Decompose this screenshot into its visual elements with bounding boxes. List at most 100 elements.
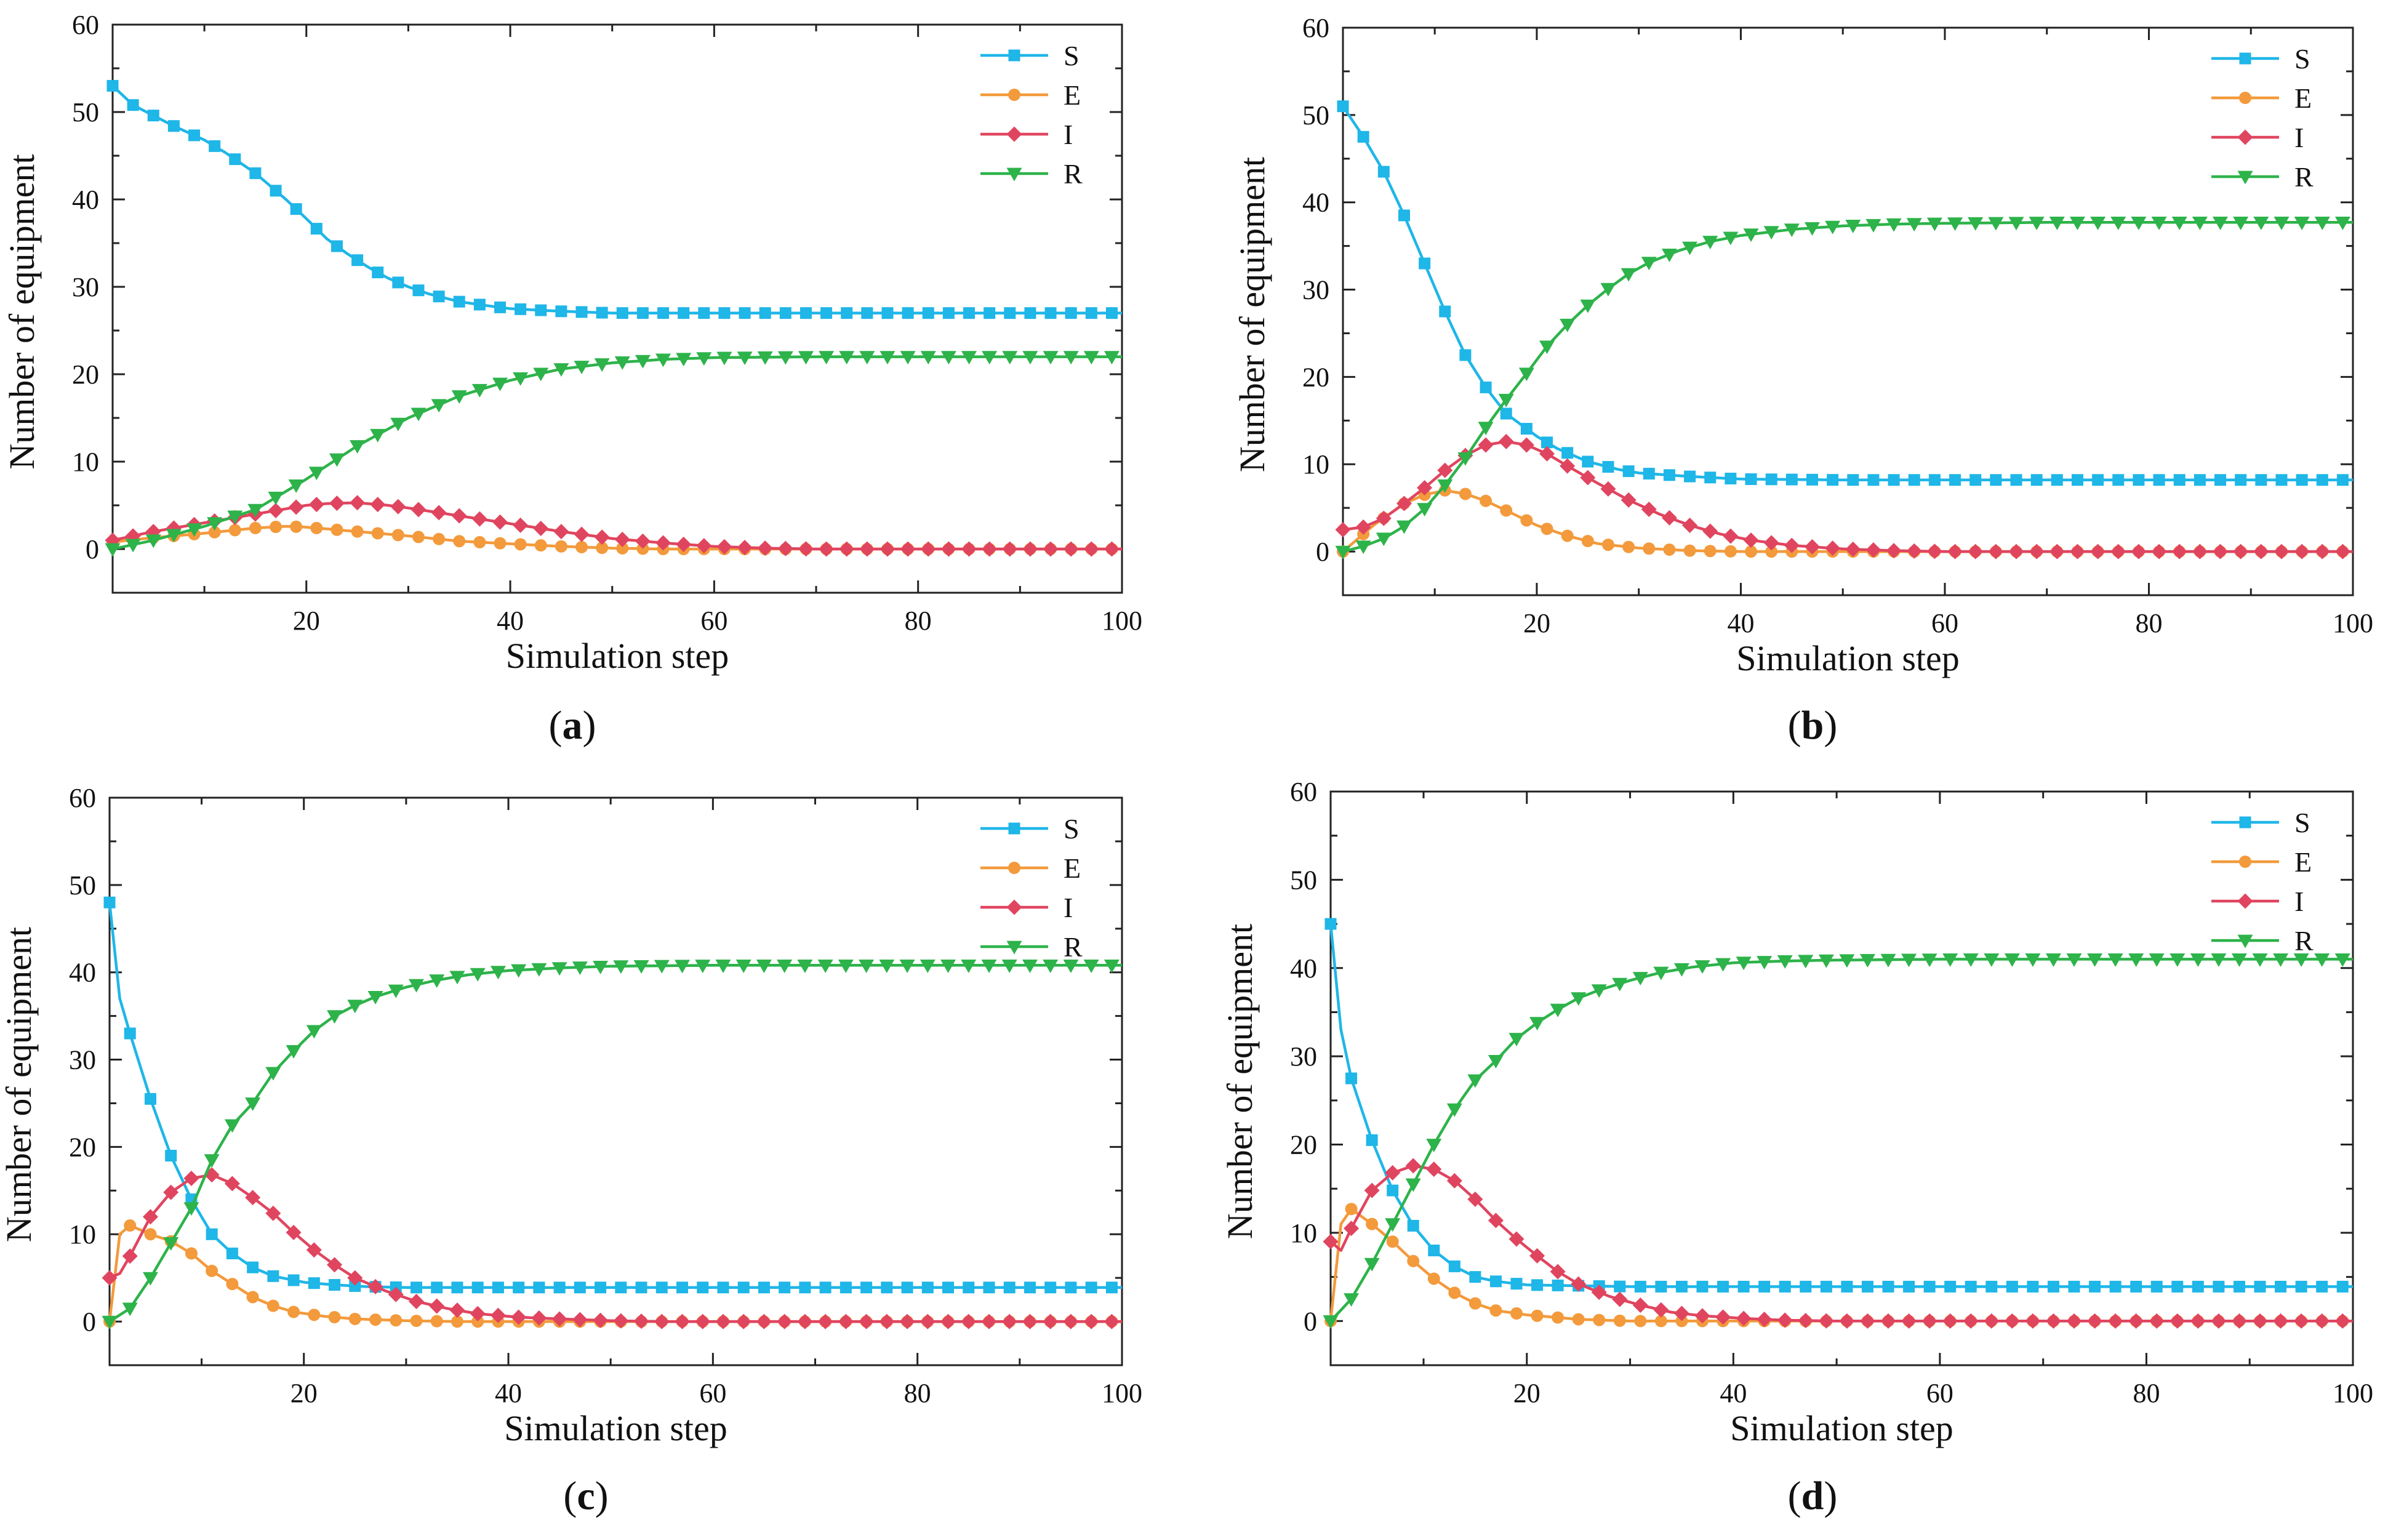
series-R-point bbox=[1335, 545, 1351, 559]
series-R-point bbox=[186, 523, 202, 537]
series-E-point bbox=[1643, 542, 1656, 555]
series-R-line bbox=[108, 964, 1122, 1323]
series-I-point bbox=[1417, 480, 1433, 496]
series-E-point bbox=[1634, 1315, 1647, 1328]
series-R-point bbox=[920, 351, 936, 365]
series-R-point bbox=[2087, 953, 2103, 967]
series-I-point bbox=[1083, 1313, 1099, 1329]
series-R-point bbox=[2170, 953, 2186, 967]
series-S-point bbox=[2153, 474, 2165, 486]
series-S-point bbox=[1800, 1280, 1812, 1293]
series-I-point bbox=[1488, 1213, 1504, 1229]
series-I-point bbox=[1529, 1248, 1545, 1264]
y-tick-label: 40 bbox=[1290, 953, 1317, 984]
series-S-point bbox=[106, 79, 119, 92]
series-S-point bbox=[453, 295, 465, 308]
series-S-point bbox=[698, 307, 710, 319]
series-S-point bbox=[1602, 460, 1614, 473]
series-E-point bbox=[206, 1264, 218, 1277]
series-I-point bbox=[1600, 481, 1616, 497]
series-I-point bbox=[1002, 541, 1018, 557]
series-S-point bbox=[1888, 474, 1900, 486]
series-S-point bbox=[310, 223, 323, 235]
panel-label: (a) bbox=[549, 703, 596, 748]
series-R-point bbox=[1673, 963, 1689, 977]
series-I-point bbox=[1743, 532, 1759, 548]
series-I-point bbox=[797, 1313, 813, 1329]
series-S-point bbox=[535, 304, 547, 316]
series-E-point bbox=[351, 525, 364, 538]
series-S-point bbox=[1908, 474, 1920, 486]
series-S-point bbox=[881, 1281, 893, 1294]
series-I-point bbox=[716, 539, 732, 555]
series-S-point bbox=[1949, 474, 1961, 486]
series-S-point bbox=[2030, 474, 2043, 486]
series-E-line bbox=[1342, 489, 2353, 553]
series-S-point bbox=[1928, 474, 1941, 486]
series-R-point bbox=[614, 356, 630, 370]
series-S-point bbox=[1725, 472, 1737, 484]
y-tick-label: 20 bbox=[69, 1132, 96, 1162]
series-E-point bbox=[228, 524, 241, 537]
series-I-point bbox=[286, 1224, 302, 1240]
series-S-point bbox=[2092, 474, 2104, 486]
series-R-point bbox=[940, 959, 956, 973]
series-I-point bbox=[1906, 543, 1922, 559]
series-R-point bbox=[2128, 953, 2144, 967]
series-S-point bbox=[287, 1274, 300, 1286]
series-I-point bbox=[2211, 1313, 2227, 1329]
series-S-point bbox=[2006, 1280, 2018, 1293]
series-E-point bbox=[1345, 1203, 1358, 1216]
legend-E-label: E bbox=[2294, 82, 2312, 114]
series-R-point bbox=[1043, 959, 1059, 973]
series-R-point bbox=[1043, 351, 1059, 365]
x-tick-label: 20 bbox=[290, 1378, 318, 1408]
series-E-point bbox=[1459, 487, 1472, 500]
series-E-point bbox=[249, 521, 262, 534]
series-I-point bbox=[1682, 518, 1698, 534]
series-I-point bbox=[1653, 1302, 1669, 1318]
series-R-point bbox=[105, 543, 121, 557]
x-tick-label: 40 bbox=[495, 1378, 522, 1408]
series-I-point bbox=[756, 1313, 772, 1329]
series-S-point bbox=[1357, 130, 1369, 143]
series-S-point bbox=[1419, 257, 1431, 270]
series-S-point bbox=[515, 303, 527, 315]
series-R-point bbox=[1859, 954, 1875, 968]
series-R-point bbox=[797, 959, 813, 973]
series-R-point bbox=[1641, 257, 1657, 271]
series-E-point bbox=[124, 1219, 137, 1232]
series-R-point bbox=[551, 962, 567, 976]
series-S-point bbox=[188, 129, 201, 142]
series-S-point bbox=[2173, 474, 2186, 486]
x-axis-title: Simulation step bbox=[1736, 638, 1960, 678]
series-S-point bbox=[1024, 1281, 1036, 1294]
series-S-point bbox=[308, 1277, 320, 1289]
series-I-point bbox=[1478, 437, 1494, 453]
series-E-point bbox=[1448, 1286, 1461, 1299]
series-S-point bbox=[963, 1281, 975, 1294]
series-I-point bbox=[492, 514, 508, 530]
y-tick-label: 0 bbox=[1316, 537, 1329, 567]
series-R-point bbox=[1600, 283, 1616, 297]
series-R-point bbox=[1509, 1033, 1525, 1046]
series-S-point bbox=[1944, 1280, 1957, 1293]
series-I-point bbox=[1022, 1313, 1038, 1329]
series-I-point bbox=[1723, 528, 1739, 544]
series-I-point bbox=[2004, 1313, 2020, 1329]
series-I-point bbox=[470, 1305, 486, 1321]
y-tick-label: 10 bbox=[1290, 1218, 1317, 1248]
legend-R-marker bbox=[1006, 167, 1022, 182]
y-tick-label: 50 bbox=[1290, 865, 1317, 895]
series-S-point bbox=[718, 307, 731, 319]
series-S-point bbox=[1398, 209, 1410, 222]
x-tick-label: 20 bbox=[293, 606, 320, 636]
series-S-point bbox=[1480, 381, 1492, 393]
series-E-point bbox=[430, 1315, 443, 1328]
x-axis-title: Simulation step bbox=[504, 1408, 727, 1448]
series-S-point bbox=[2112, 474, 2125, 486]
series-I-point bbox=[1763, 535, 1779, 551]
